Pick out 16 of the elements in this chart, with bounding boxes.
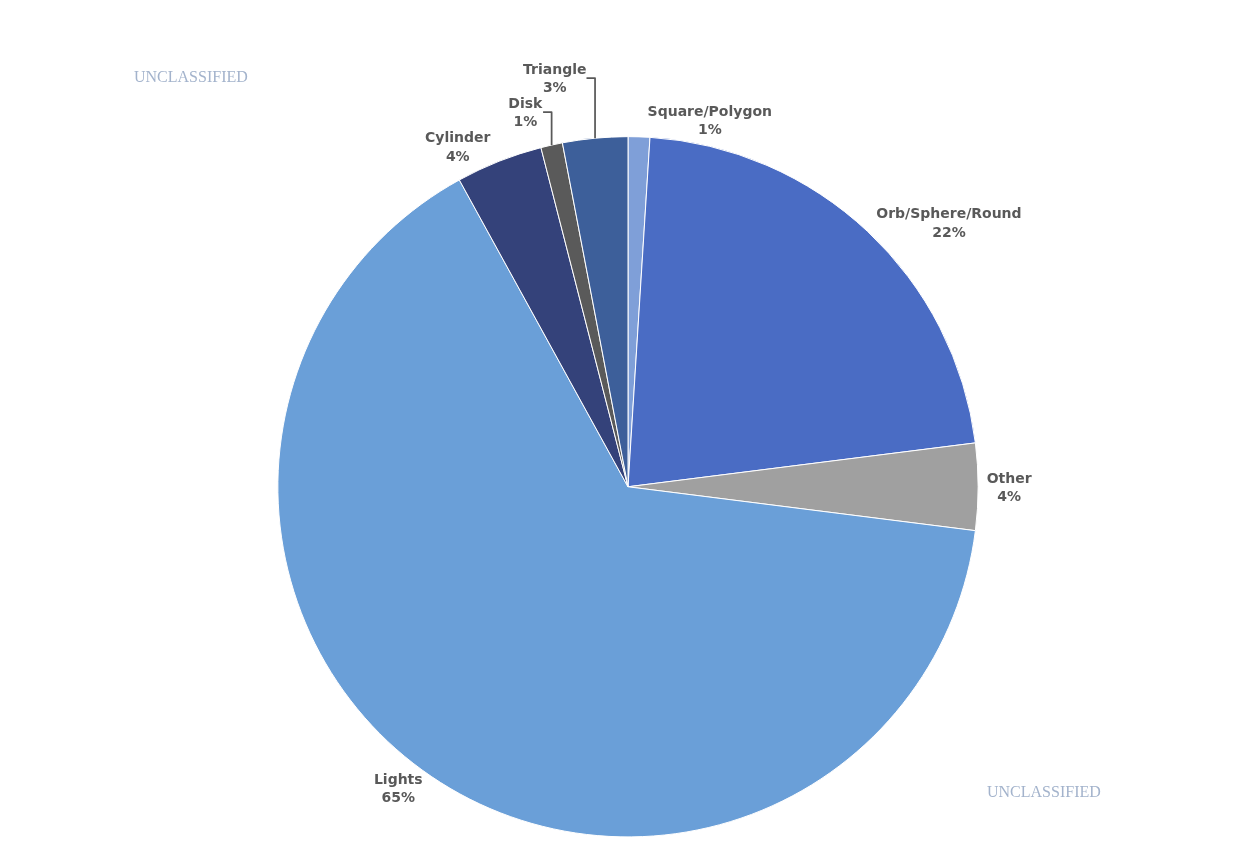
data-label: 65% — [381, 789, 416, 806]
slice-label: Lights — [373, 770, 423, 787]
data-label: 3% — [542, 79, 567, 96]
slice-label: Disk — [508, 95, 544, 112]
data-label: 1% — [697, 120, 722, 137]
slice-label: Cylinder — [425, 129, 491, 146]
slice-label: Orb/Sphere/Round — [876, 205, 1022, 222]
text: UNCLASSIFIED — [134, 68, 248, 85]
slice-label: Triangle — [523, 60, 587, 77]
data-label: 4% — [997, 487, 1022, 504]
data-label: 22% — [932, 223, 966, 240]
data-label: 4% — [445, 147, 470, 164]
slice-label: Other — [986, 469, 1032, 486]
slice-label: Square/Polygon — [647, 102, 772, 119]
data-label: 1% — [513, 113, 538, 130]
text: UNCLASSIFIED — [987, 783, 1101, 800]
